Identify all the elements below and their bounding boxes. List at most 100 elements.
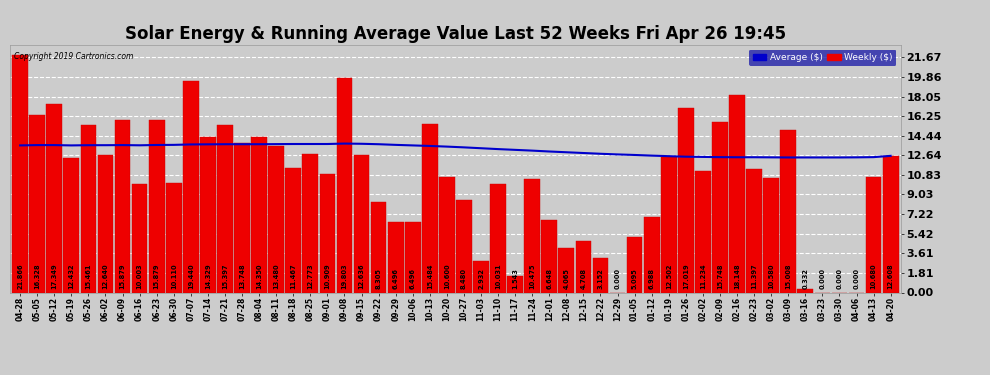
- Text: 6.496: 6.496: [393, 268, 399, 289]
- Text: 8.480: 8.480: [461, 268, 467, 289]
- Legend: Average ($), Weekly ($): Average ($), Weekly ($): [749, 50, 896, 66]
- Bar: [98, 155, 113, 292]
- Bar: [12, 55, 28, 292]
- Text: 10.680: 10.680: [870, 264, 876, 289]
- Bar: [473, 261, 489, 292]
- Bar: [661, 157, 676, 292]
- Text: 12.502: 12.502: [665, 264, 672, 289]
- Bar: [115, 120, 131, 292]
- Text: 0.000: 0.000: [837, 268, 842, 289]
- Text: 12.608: 12.608: [888, 264, 894, 289]
- Text: 14.350: 14.350: [256, 264, 262, 289]
- Bar: [148, 120, 164, 292]
- Bar: [575, 242, 591, 292]
- Bar: [47, 104, 62, 292]
- Bar: [303, 154, 318, 292]
- Text: 4.708: 4.708: [580, 268, 586, 289]
- Text: 10.600: 10.600: [444, 264, 449, 289]
- Text: 15.461: 15.461: [85, 264, 91, 289]
- Bar: [883, 156, 899, 292]
- Bar: [644, 217, 659, 292]
- Text: 14.329: 14.329: [205, 264, 211, 289]
- Bar: [405, 222, 421, 292]
- Text: 15.397: 15.397: [222, 264, 228, 289]
- Bar: [200, 137, 216, 292]
- Text: 6.988: 6.988: [648, 268, 654, 289]
- Bar: [712, 122, 728, 292]
- Text: 10.909: 10.909: [325, 264, 331, 289]
- Text: 3.152: 3.152: [598, 268, 604, 289]
- Text: 15.879: 15.879: [120, 264, 126, 289]
- Text: 16.328: 16.328: [35, 264, 41, 289]
- Bar: [780, 130, 796, 292]
- Bar: [627, 237, 643, 292]
- Text: 12.432: 12.432: [68, 264, 74, 289]
- Bar: [798, 289, 813, 292]
- Bar: [251, 137, 267, 292]
- Bar: [439, 177, 454, 292]
- Bar: [507, 276, 523, 292]
- Text: 17.019: 17.019: [683, 264, 689, 289]
- Text: 2.932: 2.932: [478, 268, 484, 289]
- Bar: [166, 183, 181, 292]
- Text: 1.543: 1.543: [512, 268, 518, 289]
- Text: 0.000: 0.000: [820, 268, 826, 289]
- Text: 10.110: 10.110: [170, 264, 177, 289]
- Bar: [456, 201, 472, 292]
- Bar: [80, 124, 96, 292]
- Bar: [337, 78, 352, 292]
- Text: 5.095: 5.095: [632, 268, 638, 289]
- Text: 4.065: 4.065: [563, 268, 569, 289]
- Text: 17.349: 17.349: [51, 264, 57, 289]
- Text: 12.640: 12.640: [103, 264, 109, 289]
- Bar: [183, 81, 199, 292]
- Text: 11.467: 11.467: [290, 264, 296, 289]
- Text: 19.803: 19.803: [342, 264, 347, 289]
- Text: 19.440: 19.440: [188, 264, 194, 289]
- Text: 10.003: 10.003: [137, 264, 143, 289]
- Bar: [746, 169, 762, 292]
- Bar: [30, 115, 46, 292]
- Bar: [678, 108, 694, 292]
- Bar: [730, 96, 744, 292]
- Text: 6.496: 6.496: [410, 268, 416, 289]
- Bar: [558, 248, 574, 292]
- Bar: [370, 202, 386, 292]
- Bar: [593, 258, 608, 292]
- Bar: [490, 184, 506, 292]
- Text: 13.748: 13.748: [239, 264, 246, 289]
- Text: 15.748: 15.748: [717, 264, 723, 289]
- Bar: [865, 177, 881, 292]
- Text: 8.305: 8.305: [375, 268, 381, 289]
- Text: 21.866: 21.866: [17, 264, 23, 289]
- Bar: [285, 168, 301, 292]
- Bar: [132, 184, 148, 292]
- Bar: [235, 143, 249, 292]
- Text: 12.636: 12.636: [358, 264, 364, 289]
- Bar: [542, 220, 557, 292]
- Text: 15.484: 15.484: [427, 264, 433, 289]
- Bar: [320, 174, 336, 292]
- Bar: [422, 124, 438, 292]
- Text: 0.000: 0.000: [853, 268, 859, 289]
- Bar: [63, 158, 79, 292]
- Text: 11.234: 11.234: [700, 264, 706, 289]
- Bar: [695, 171, 711, 292]
- Text: 10.580: 10.580: [768, 264, 774, 289]
- Bar: [763, 178, 779, 292]
- Text: 0.332: 0.332: [802, 268, 808, 289]
- Bar: [388, 222, 404, 292]
- Text: 0.000: 0.000: [615, 268, 621, 289]
- Text: 15.879: 15.879: [153, 264, 159, 289]
- Bar: [525, 179, 541, 292]
- Text: Copyright 2019 Cartronics.com: Copyright 2019 Cartronics.com: [14, 53, 134, 62]
- Text: 13.480: 13.480: [273, 264, 279, 289]
- Title: Solar Energy & Running Average Value Last 52 Weeks Fri Apr 26 19:45: Solar Energy & Running Average Value Las…: [125, 26, 786, 44]
- Text: 11.397: 11.397: [751, 264, 757, 289]
- Text: 10.475: 10.475: [530, 264, 536, 289]
- Text: 6.648: 6.648: [546, 268, 552, 289]
- Bar: [268, 146, 284, 292]
- Text: 15.008: 15.008: [785, 264, 791, 289]
- Text: 10.031: 10.031: [495, 264, 501, 289]
- Text: 18.148: 18.148: [734, 264, 741, 289]
